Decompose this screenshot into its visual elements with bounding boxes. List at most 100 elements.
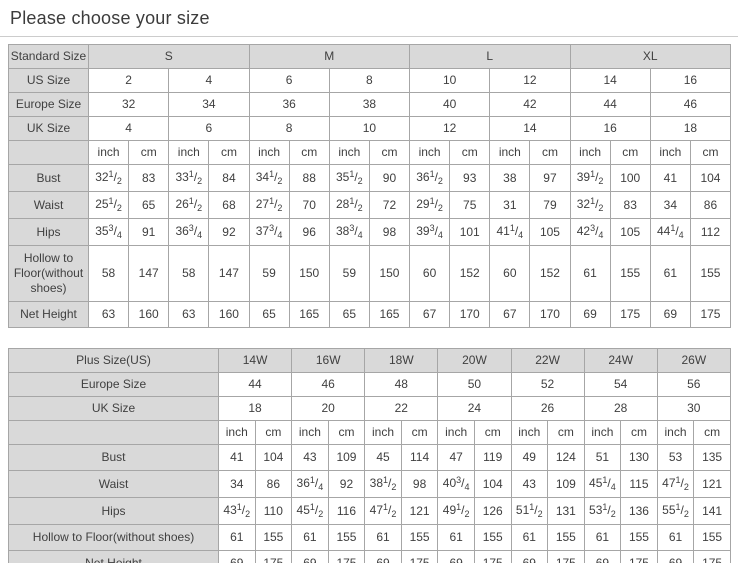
measure-value-cell: 31 (489, 191, 531, 219)
measure-value-cell: 363/4 (168, 218, 210, 246)
size-value-cell: 34 (168, 92, 250, 117)
size-value-cell: 10 (328, 116, 411, 141)
row-label-cell: Europe Size (8, 372, 219, 397)
measure-value-cell: 43 (291, 444, 329, 471)
measure-value-cell: 92 (208, 218, 250, 246)
measure-value-cell: 58 (168, 245, 210, 302)
size-group-header-cell: L (409, 44, 571, 69)
row-label-cell: Hollow to Floor(without shoes) (8, 245, 89, 302)
measure-value-cell: 136 (620, 497, 658, 525)
measure-value-cell: 160 (208, 301, 250, 328)
measure-value-cell: 92 (327, 470, 366, 498)
measure-value-cell: 361/4 (291, 470, 329, 498)
measure-value-cell: 175 (327, 550, 366, 563)
unit-inch-cell: inch (656, 420, 695, 445)
measure-value-cell: 34 (649, 191, 691, 219)
measure-value-cell: 281/2 (328, 191, 370, 219)
measure-value-cell: 61 (649, 245, 691, 302)
table-title-cell: Standard Size (8, 44, 89, 69)
unit-inch-cell: inch (649, 140, 691, 165)
measure-value-cell: 69 (364, 550, 402, 563)
size-value-cell: 12 (489, 68, 571, 93)
measure-value-cell: 47 (437, 444, 475, 471)
size-value-cell: 36 (248, 92, 330, 117)
unit-inch-cell: inch (291, 420, 329, 445)
size-value-cell: 46 (291, 372, 366, 397)
size-group-header-cell: 20W (437, 348, 512, 373)
measure-value-cell: 98 (400, 470, 439, 498)
standard-table: Standard Size S M L XL US Size 2 4 6 8 10 12 14 16 Eur… (8, 44, 732, 328)
measure-value-cell: 175 (620, 550, 658, 563)
measure-value-cell: 86 (254, 470, 293, 498)
measure-value-cell: 152 (529, 245, 571, 302)
measure-value-cell: 65 (248, 301, 290, 328)
measure-value-cell: 261/2 (168, 191, 210, 219)
measure-value-cell: 61 (364, 524, 402, 551)
unit-row: inch cm inch cm inch cm inch cm inch cm inch cm inch… (8, 420, 731, 445)
size-value-cell: 44 (217, 372, 293, 397)
table-title-cell: Plus Size(US) (8, 348, 219, 373)
measure-value-cell: 43 (510, 470, 549, 498)
size-row: UK Size 4 6 8 10 12 14 16 18 (8, 116, 732, 141)
measure-value-cell: 69 (649, 301, 691, 328)
size-value-cell: 8 (248, 116, 330, 141)
row-label-cell: Hips (8, 497, 219, 525)
unit-inch-cell: inch (510, 420, 549, 445)
measure-value-cell: 63 (168, 301, 210, 328)
size-value-cell: 22 (364, 396, 439, 421)
measure-value-cell: 49 (510, 444, 549, 471)
measure-value-cell: 124 (547, 444, 585, 471)
size-row: US Size 2 4 6 8 10 12 14 16 (8, 68, 732, 93)
measure-value-cell: 69 (437, 550, 475, 563)
measure-value-cell: 383/4 (328, 218, 370, 246)
plus-size-table-container: Plus Size(US) 14W 16W 18W 20W 22W 24W 26W Europe… (0, 348, 738, 563)
measure-value-cell: 93 (449, 164, 491, 192)
measure-value-cell: 69 (569, 301, 611, 328)
measure-value-cell: 403/4 (437, 470, 475, 498)
measure-value-cell: 88 (288, 164, 330, 192)
measure-value-cell: 63 (87, 301, 130, 328)
measure-value-cell: 531/2 (583, 497, 622, 525)
row-label-cell: Bust (8, 164, 89, 192)
measure-value-cell: 61 (656, 524, 695, 551)
unit-inch-cell: inch (328, 140, 370, 165)
measure-value-cell: 152 (449, 245, 491, 302)
size-value-cell: 6 (168, 116, 250, 141)
measure-value-cell: 84 (208, 164, 250, 192)
row-label-cell: Net Height (8, 550, 219, 563)
unit-row: inch cm inch cm inch cm inch cm inch cm inch cm inch… (8, 140, 732, 165)
measure-value-cell: 165 (288, 301, 330, 328)
size-value-cell: 14 (569, 68, 651, 93)
measure-value-cell: 150 (288, 245, 330, 302)
row-label-cell: Waist (8, 191, 89, 219)
measure-value-cell: 393/4 (409, 218, 451, 246)
measure-value-cell: 90 (368, 164, 411, 192)
measure-value-cell: 116 (327, 497, 366, 525)
size-value-cell: 32 (87, 92, 170, 117)
size-value-cell: 4 (87, 116, 170, 141)
measure-value-cell: 511/2 (510, 497, 549, 525)
measure-value-cell: 61 (569, 245, 611, 302)
measure-value-cell: 175 (473, 550, 512, 563)
measure-value-cell: 109 (547, 470, 585, 498)
measure-value-cell: 155 (609, 245, 651, 302)
size-value-cell: 54 (583, 372, 658, 397)
size-value-cell: 30 (656, 396, 731, 421)
size-group-header-row: Plus Size(US) 14W 16W 18W 20W 22W 24W 26W (8, 348, 731, 373)
size-row: Europe Size 32 34 36 38 40 42 44 46 (8, 92, 732, 117)
size-value-cell: 14 (489, 116, 571, 141)
measure-value-cell: 70 (288, 191, 330, 219)
size-value-cell: 10 (409, 68, 491, 93)
size-value-cell: 28 (583, 396, 658, 421)
measure-value-cell: 105 (609, 218, 651, 246)
measure-value-cell: 155 (547, 524, 585, 551)
measure-value-cell: 155 (327, 524, 366, 551)
measure-value-cell: 361/2 (409, 164, 451, 192)
measure-value-cell: 341/2 (248, 164, 290, 192)
measure-value-cell: 155 (620, 524, 658, 551)
measure-value-cell: 175 (693, 550, 731, 563)
size-group-header-cell: 26W (656, 348, 731, 373)
unit-cm-cell: cm (327, 420, 366, 445)
unit-cm-cell: cm (529, 140, 571, 165)
measure-value-cell: 104 (254, 444, 293, 471)
